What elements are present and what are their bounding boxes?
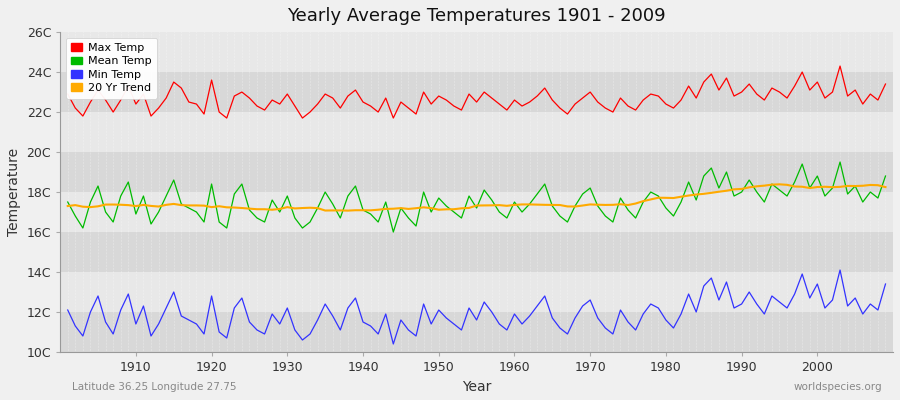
Bar <box>60 152 893 192</box>
Bar <box>60 72 893 112</box>
Bar <box>60 192 893 232</box>
Text: Latitude 36.25 Longitude 27.75: Latitude 36.25 Longitude 27.75 <box>72 382 237 392</box>
Bar <box>60 112 893 152</box>
Y-axis label: Temperature: Temperature <box>7 148 21 236</box>
Title: Yearly Average Temperatures 1901 - 2009: Yearly Average Temperatures 1901 - 2009 <box>287 7 666 25</box>
Legend: Max Temp, Mean Temp, Min Temp, 20 Yr Trend: Max Temp, Mean Temp, Min Temp, 20 Yr Tre… <box>66 38 158 99</box>
Bar <box>60 312 893 352</box>
X-axis label: Year: Year <box>462 380 491 394</box>
Bar <box>60 32 893 72</box>
Bar <box>60 232 893 272</box>
Bar <box>60 272 893 312</box>
Text: worldspecies.org: worldspecies.org <box>794 382 882 392</box>
